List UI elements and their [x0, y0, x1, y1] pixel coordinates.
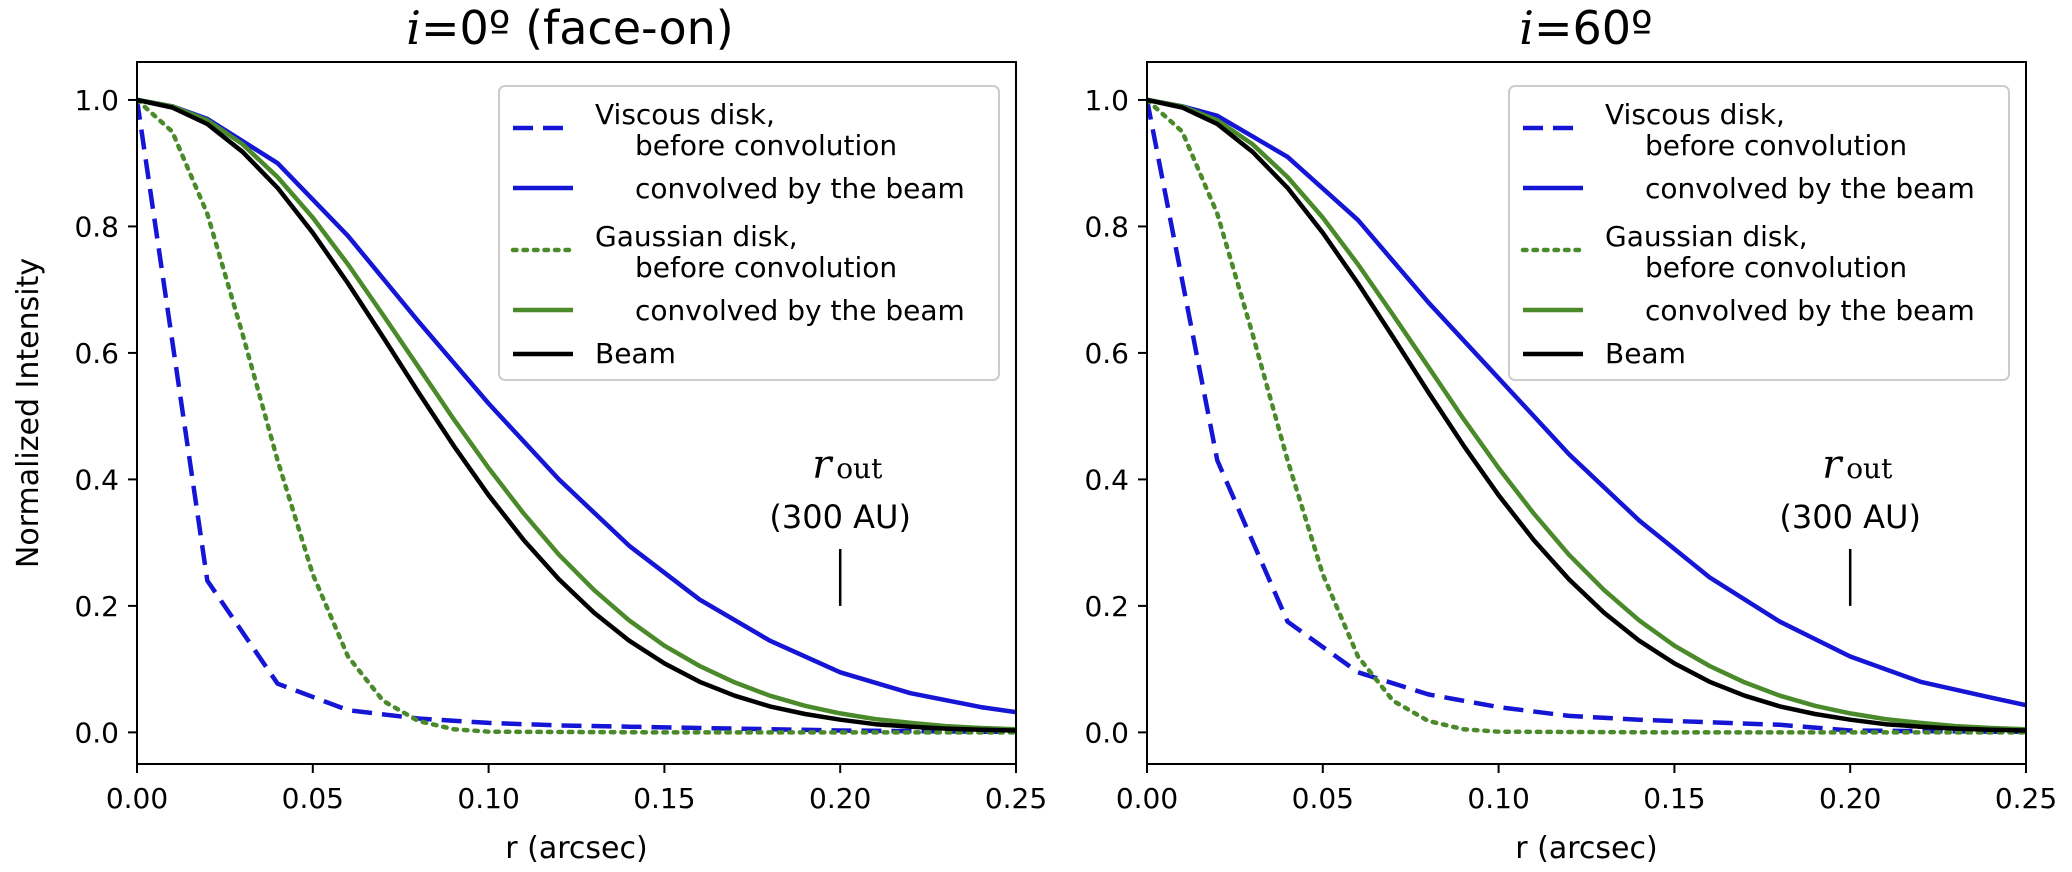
chart-1-xtick-label-5: 0.25 [1995, 782, 2057, 815]
chart-0-legend-label-0: Viscous disk, [595, 98, 775, 131]
chart-0-xtick-label-5: 0.25 [985, 782, 1047, 815]
chart-0-xtick-label-2: 0.10 [457, 782, 519, 815]
chart-1-legend-sublabel-3: convolved by the beam [1645, 294, 1975, 327]
chart-0-ytick-label-0: 0.0 [74, 716, 119, 749]
chart-0-rout-annotation: r out (300 AU) [769, 442, 911, 606]
chart-1-ytick-label-1: 0.2 [1084, 590, 1129, 623]
chart-0-ytick-label-4: 0.8 [74, 210, 119, 243]
chart-1-series-4 [1147, 97, 2026, 733]
chart-0-xtick-label-4: 0.20 [809, 782, 871, 815]
chart-1-series-1 [1147, 97, 2026, 708]
chart-1-xtick-label-3: 0.15 [1643, 782, 1705, 815]
chart-0-legend-sublabel-1: convolved by the beam [635, 172, 965, 205]
chart-0-ytick-label-1: 0.2 [74, 590, 119, 623]
chart-1-rout-symbol: r [1822, 442, 1844, 488]
chart-1-frame [1146, 61, 2027, 765]
chart-0-title-text: =0º (face-on) [421, 1, 734, 55]
chart-1-legend-sublabel-1: convolved by the beam [1645, 172, 1975, 205]
chart-1-rout-subscript: out [1846, 452, 1893, 485]
panel-face-on: i=0º (face-on) 0.00 0.05 0.10 0.15 0.20 0.25 0.… [11, 1, 1047, 866]
chart-1-legend-sublabel-2: before convolution [1645, 251, 1907, 284]
chart-1-title-text: =60º [1534, 1, 1653, 55]
chart-0-xtick-label-0: 0.00 [106, 782, 168, 815]
panel-inclined-60: i=60º 0.00 0.05 0.10 0.15 0.20 0.25 0.0 0.2 0.4 0.… [1084, 1, 2057, 866]
chart-1-xtick-label-1: 0.05 [1292, 782, 1354, 815]
chart-1-series-2 [1147, 97, 2026, 735]
chart-0-legend-box [498, 85, 1000, 381]
chart-1-xtick-label-4: 0.20 [1819, 782, 1881, 815]
chart-1-rout-annotation: r out (300 AU) [1779, 442, 1921, 606]
chart-1-ytick-label-4: 0.8 [1084, 210, 1129, 243]
chart-1-ytick-label-5: 1.0 [1084, 84, 1129, 117]
chart-0-legend-label-2: Gaussian disk, [595, 220, 798, 253]
chart-1-legend-sublabel-0: before convolution [1645, 129, 1907, 162]
chart-0-frame [136, 61, 1017, 765]
chart-1-series-group [1147, 97, 2026, 735]
chart-1-legend-label-2: Gaussian disk, [1605, 220, 1808, 253]
chart-0-ytick-label-3: 0.6 [74, 337, 119, 370]
chart-0-legend-sublabel-2: before convolution [635, 251, 897, 284]
chart-0-series-3 [137, 97, 1016, 732]
chart-1-xlabel: r (arcsec) [1515, 831, 1657, 866]
chart-1-legend: Viscous disk,before convolutionconvolved… [1508, 85, 2010, 381]
chart-0-rout-text: (300 AU) [769, 498, 911, 536]
chart-1-legend-box [1508, 85, 2010, 381]
chart-0-series-2 [137, 97, 1016, 735]
chart-0-xtick-label-3: 0.15 [633, 782, 695, 815]
chart-0-ylabel: Normalized Intensity [11, 258, 46, 568]
chart-0-rout-symbol: r [812, 442, 834, 488]
chart-1-series-3 [1147, 97, 2026, 732]
chart-1-title: i=60º [1519, 1, 1652, 55]
chart-1-xtick-label-0: 0.00 [1116, 782, 1178, 815]
chart-1-ytick-label-3: 0.6 [1084, 337, 1129, 370]
chart-1-rout-text: (300 AU) [1779, 498, 1921, 536]
chart-0-legend-sublabel-3: convolved by the beam [635, 294, 965, 327]
chart-0-xlabel: r (arcsec) [505, 831, 647, 866]
chart-0-ytick-label-2: 0.4 [74, 463, 119, 496]
chart-1-xtick-label-2: 0.10 [1467, 782, 1529, 815]
chart-1-legend-label-0: Viscous disk, [1605, 98, 1785, 131]
chart-0-series-group [137, 97, 1016, 735]
chart-1-ytick-label-0: 0.0 [1084, 716, 1129, 749]
chart-1-legend-label-4: Beam [1605, 337, 1686, 370]
chart-0-legend-label-4: Beam [595, 337, 676, 370]
chart-0-rout-subscript: out [836, 452, 883, 485]
chart-1-title-symbol: i [1519, 1, 1534, 55]
chart-1-ytick-label-2: 0.4 [1084, 463, 1129, 496]
chart-0-title-symbol: i [406, 1, 421, 55]
chart-0-legend: Viscous disk,before convolutionconvolved… [498, 85, 1000, 381]
chart-0-xtick-label-1: 0.05 [282, 782, 344, 815]
chart-0-series-4 [137, 97, 1016, 733]
chart-0-title: i=0º (face-on) [406, 1, 733, 55]
chart-0-legend-sublabel-0: before convolution [635, 129, 897, 162]
chart-0-ytick-label-5: 1.0 [74, 84, 119, 117]
